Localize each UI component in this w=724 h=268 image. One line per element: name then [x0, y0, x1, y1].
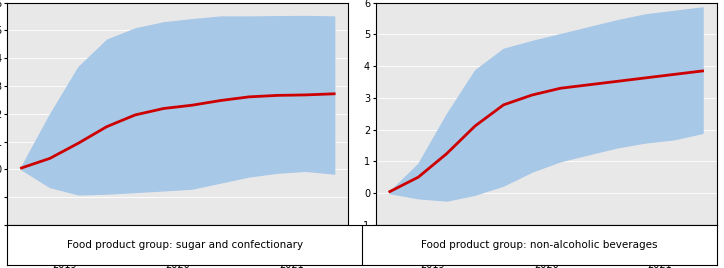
Text: Food product group: sugar and confectionary: Food product group: sugar and confection… — [67, 240, 303, 250]
Text: 2020: 2020 — [165, 260, 190, 268]
Text: 2021: 2021 — [279, 260, 304, 268]
Text: 2019: 2019 — [420, 260, 445, 268]
Text: 2020: 2020 — [534, 260, 559, 268]
Text: Food product group: non-alcoholic beverages: Food product group: non-alcoholic bevera… — [421, 240, 657, 250]
Text: 2019: 2019 — [52, 260, 77, 268]
Text: 2021: 2021 — [647, 260, 673, 268]
